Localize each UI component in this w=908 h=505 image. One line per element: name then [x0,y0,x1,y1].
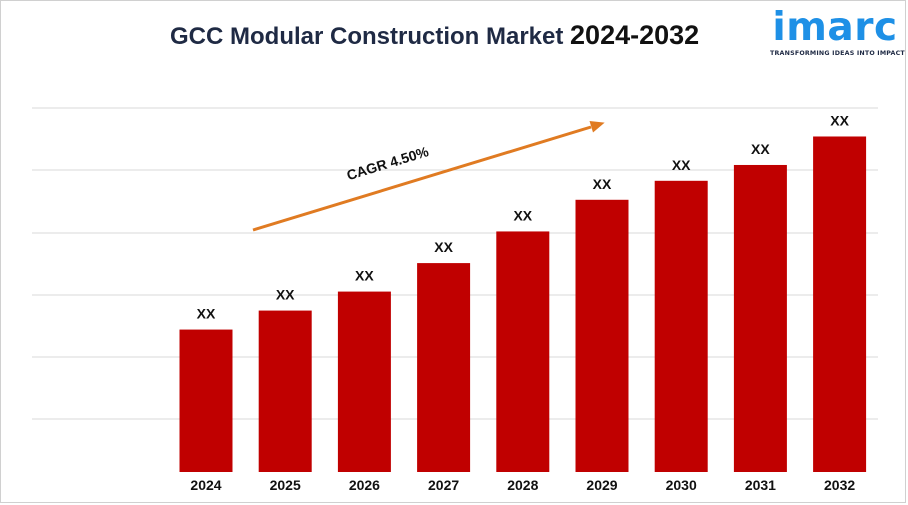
data-label-2031: XX [751,141,770,157]
imarc-logo: imarc TRANSFORMING IDEAS INTO IMPACT [770,5,905,58]
bar-2030 [654,180,708,473]
x-tick-label-2027: 2027 [428,477,459,493]
bar-2027 [417,263,471,472]
bar-2026 [337,291,391,472]
bar-2024 [179,329,233,472]
x-tick-label-2024: 2024 [190,477,221,493]
data-label-2027: XX [434,239,453,255]
cagr-arrow-head [589,121,605,133]
bar-2025 [258,310,312,472]
x-tick-label-2031: 2031 [745,477,776,493]
title-text: GCC Modular Construction Market [170,23,564,50]
cagr-arrow-line [252,125,592,232]
bar-2029 [575,199,629,472]
cagr-label: CAGR 4.50% [345,143,431,183]
data-label-2026: XX [355,268,374,284]
data-label-2029: XX [593,176,612,192]
bar-2031 [733,164,787,472]
data-label-2024: XX [197,306,216,322]
bar-2028 [496,231,550,472]
data-label-2030: XX [672,157,691,173]
title-years: 2024-2032 [570,20,700,50]
bar-2032 [813,136,867,473]
x-tick-label-2032: 2032 [824,477,855,493]
chart-title: GCC Modular Construction Market 2024-203… [170,20,700,51]
x-tick-label-2029: 2029 [586,477,617,493]
data-label-2032: XX [830,112,849,128]
logo-tagline: TRANSFORMING IDEAS INTO IMPACT [770,50,905,57]
logo-wordmark: imarc [772,5,898,50]
x-tick-label-2028: 2028 [507,477,538,493]
data-label-2028: XX [513,207,532,223]
x-tick-label-2026: 2026 [349,477,380,493]
x-tick-label-2025: 2025 [270,477,301,493]
x-tick-label-2030: 2030 [666,477,697,493]
data-label-2025: XX [276,287,295,303]
